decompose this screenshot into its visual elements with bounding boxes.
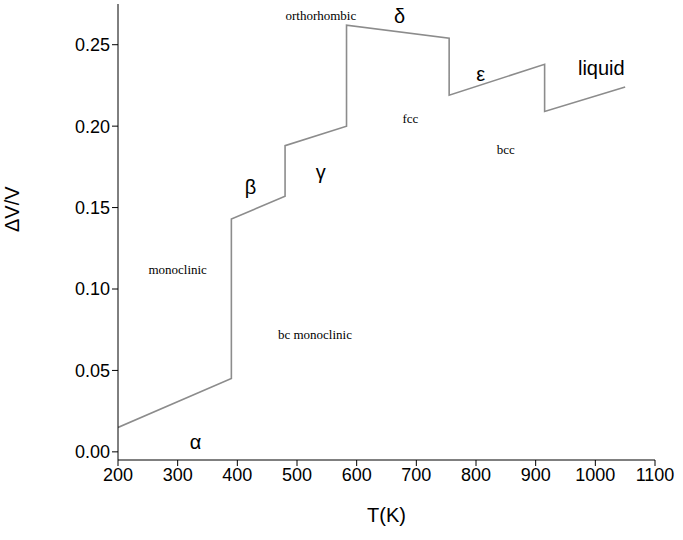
svg-text:ε: ε <box>476 63 485 85</box>
svg-text:0.15: 0.15 <box>75 198 110 218</box>
svg-text:900: 900 <box>521 465 551 485</box>
svg-text:300: 300 <box>163 465 193 485</box>
svg-text:400: 400 <box>222 465 252 485</box>
svg-text:1000: 1000 <box>575 465 615 485</box>
svg-text:bcc: bcc <box>497 142 515 157</box>
svg-text:ΔV/V: ΔV/V <box>1 186 23 232</box>
svg-text:0.25: 0.25 <box>75 35 110 55</box>
svg-text:600: 600 <box>342 465 372 485</box>
svg-text:monoclinic: monoclinic <box>148 262 207 277</box>
svg-text:α: α <box>190 431 202 453</box>
svg-text:δ: δ <box>394 5 405 27</box>
svg-text:orthorhombic: orthorhombic <box>285 8 356 23</box>
svg-text:1100: 1100 <box>636 465 675 485</box>
svg-text:500: 500 <box>282 465 312 485</box>
svg-text:liquid: liquid <box>578 57 625 79</box>
svg-text:0.05: 0.05 <box>75 361 110 381</box>
svg-text:fcc: fcc <box>402 111 418 126</box>
svg-text:0.00: 0.00 <box>75 442 110 462</box>
svg-text:γ: γ <box>316 161 326 183</box>
svg-text:T(K): T(K) <box>367 504 406 526</box>
svg-text:0.10: 0.10 <box>75 279 110 299</box>
svg-text:0.20: 0.20 <box>75 117 110 137</box>
svg-text:800: 800 <box>461 465 491 485</box>
svg-text:200: 200 <box>103 465 133 485</box>
svg-text:bc monoclinic: bc monoclinic <box>278 327 352 342</box>
svg-text:700: 700 <box>401 465 431 485</box>
svg-text:β: β <box>245 176 257 198</box>
